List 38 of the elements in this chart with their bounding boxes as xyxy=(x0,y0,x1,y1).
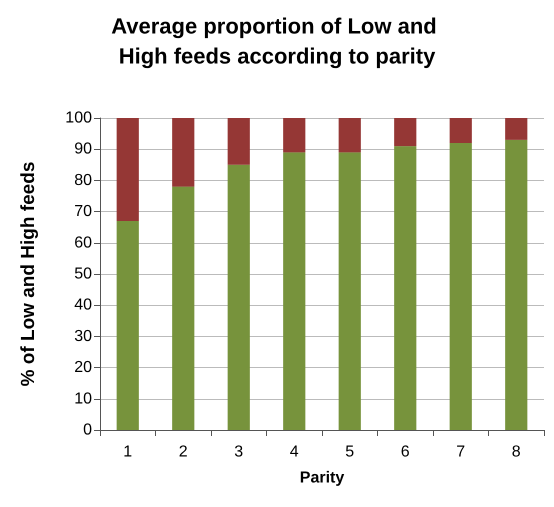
y-tick-label: 10 xyxy=(74,390,92,408)
bar xyxy=(116,220,139,430)
bar xyxy=(450,118,472,143)
y-axis-title: % of Low and High feeds xyxy=(18,162,39,386)
x-tick-label: 2 xyxy=(178,444,188,460)
bar xyxy=(394,146,416,430)
x-tick-label: 7 xyxy=(456,444,466,460)
bar xyxy=(505,118,528,140)
bar xyxy=(338,118,361,152)
x-tick-label: 5 xyxy=(345,444,354,460)
y-tick-label: 80 xyxy=(74,172,92,189)
y-tick-label: 60 xyxy=(74,234,92,252)
x-tick-label: 8 xyxy=(512,444,521,460)
bar xyxy=(505,140,528,430)
chart-title: Average proportion of Low and High feeds according to parity xyxy=(111,14,443,68)
bar xyxy=(394,118,416,146)
x-tick-label: 3 xyxy=(234,444,244,460)
x-axis-title: Parity xyxy=(300,470,344,486)
y-tick-label: 20 xyxy=(74,359,92,376)
x-tick-label: 4 xyxy=(290,444,299,460)
bar xyxy=(228,164,250,430)
x-tick-label: 1 xyxy=(123,444,132,460)
bar xyxy=(450,142,472,430)
bar xyxy=(172,186,194,430)
y-tick-label: 90 xyxy=(74,140,92,158)
bar xyxy=(228,118,250,165)
y-tick-label: 40 xyxy=(74,296,92,314)
bar xyxy=(172,118,194,187)
bar xyxy=(116,118,139,221)
bar xyxy=(283,118,306,152)
y-tick-label: 0 xyxy=(83,422,92,438)
y-tick-label: 30 xyxy=(74,328,92,345)
x-tick-label: 6 xyxy=(400,444,410,460)
y-tick-label: 70 xyxy=(74,203,92,220)
bar xyxy=(338,152,361,430)
bar xyxy=(283,152,306,430)
y-tick-label: 100 xyxy=(65,110,92,126)
y-tick-label: 50 xyxy=(74,266,92,282)
